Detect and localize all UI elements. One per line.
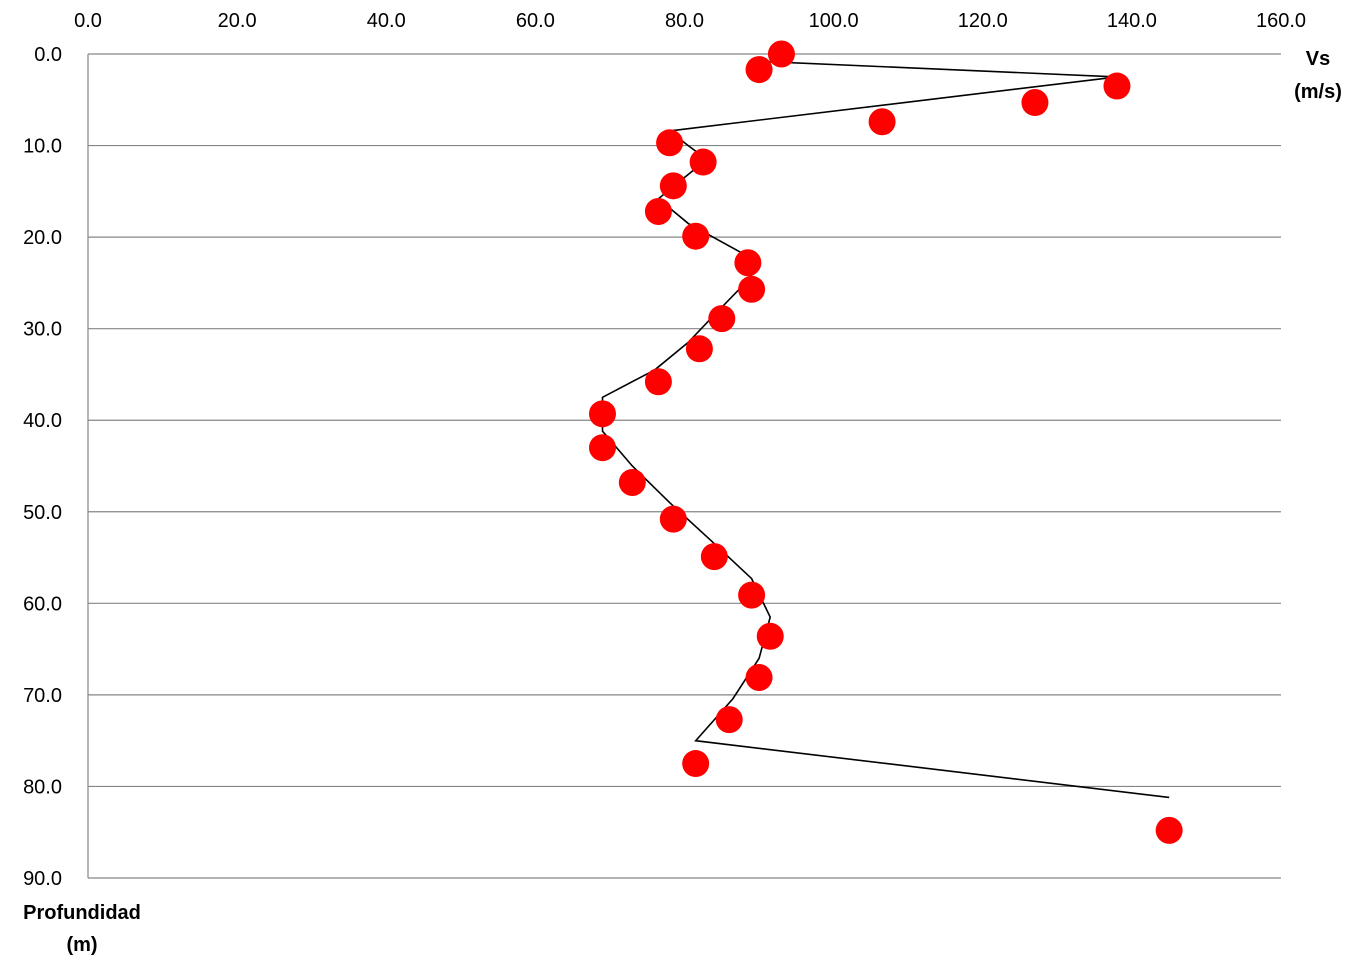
data-point <box>685 335 713 363</box>
x-tick-label: 60.0 <box>516 10 555 32</box>
y-tick-label: 60.0 <box>23 593 62 615</box>
data-point <box>659 172 687 200</box>
data-point <box>734 249 762 277</box>
y-tick-label: 50.0 <box>23 502 62 524</box>
data-point <box>644 368 672 396</box>
data-point <box>1155 816 1183 844</box>
x-tick-label: 20.0 <box>218 10 257 32</box>
data-point <box>745 56 773 84</box>
y-tick-label: 30.0 <box>23 319 62 341</box>
y-tick-label: 90.0 <box>23 868 62 890</box>
y-tick-label: 20.0 <box>23 227 62 249</box>
x-tick-labels: 0.0 20.0 40.0 60.0 80.0 100.0 120.0 140.0 160.0 <box>74 10 1306 32</box>
y-tick-label: 80.0 <box>23 776 62 798</box>
y-axis-title-line2: (m) <box>66 934 97 956</box>
data-point <box>656 129 684 157</box>
y-tick-labels: 0.0 10.0 20.0 30.0 40.0 50.0 60.0 70.0 80.0 90.0 <box>23 44 62 890</box>
x-axis-title-line2: (m/s) <box>1294 81 1342 103</box>
y-tick-label: 10.0 <box>23 136 62 158</box>
data-point <box>767 40 795 68</box>
y-tick-label: 40.0 <box>23 410 62 432</box>
data-point <box>689 148 717 176</box>
data-point <box>738 581 766 609</box>
data-point <box>588 434 616 462</box>
y-tick-label: 0.0 <box>34 44 62 66</box>
data-point <box>738 275 766 303</box>
x-tick-label: 120.0 <box>958 10 1008 32</box>
x-axis-title-line1: Vs <box>1306 48 1330 70</box>
y-tick-label: 70.0 <box>23 685 62 707</box>
y-axis-title-line1: Profundidad <box>23 902 141 924</box>
data-point <box>618 468 646 496</box>
x-tick-label: 0.0 <box>74 10 102 32</box>
data-point <box>715 706 743 734</box>
data-point <box>756 622 784 650</box>
velocity-profile-line <box>601 60 1170 799</box>
profile-polyline <box>601 60 1170 799</box>
x-tick-label: 80.0 <box>665 10 704 32</box>
data-point <box>708 305 736 333</box>
x-tick-label: 40.0 <box>367 10 406 32</box>
data-point <box>868 108 896 136</box>
data-point <box>1021 89 1049 117</box>
data-point <box>682 750 710 778</box>
data-point <box>644 197 672 225</box>
data-point <box>588 400 616 428</box>
data-point <box>700 543 728 571</box>
data-points <box>588 40 1183 844</box>
data-point <box>659 505 687 533</box>
x-tick-label: 140.0 <box>1107 10 1157 32</box>
data-point <box>1103 72 1131 100</box>
x-tick-label: 100.0 <box>809 10 859 32</box>
data-point <box>745 663 773 691</box>
x-tick-label: 160.0 <box>1256 10 1306 32</box>
data-point <box>682 222 710 250</box>
